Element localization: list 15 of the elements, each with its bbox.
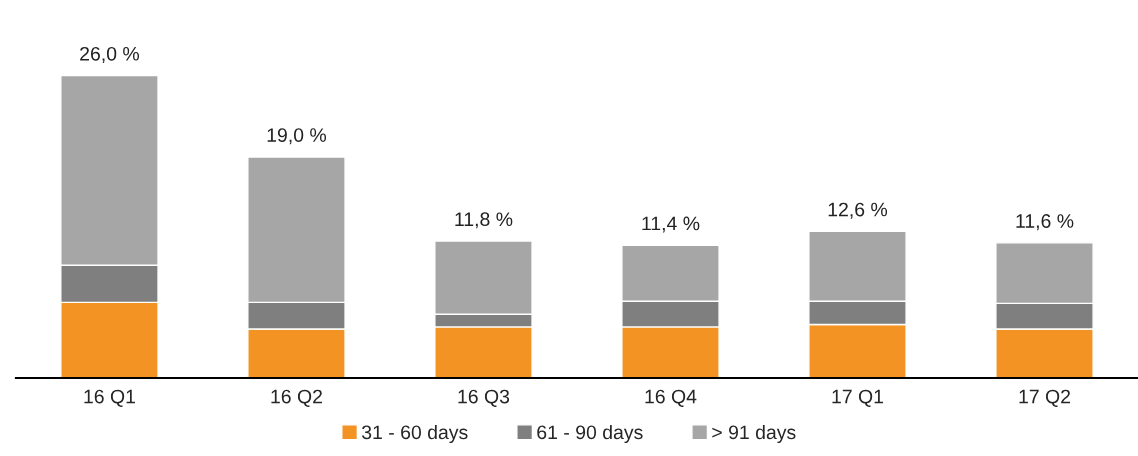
x-tick-label: 16 Q1	[84, 389, 135, 407]
annotation: 19,0 %	[267, 128, 327, 145]
annotation: 11,6 %	[1016, 214, 1074, 231]
x-tick-label: 16 Q3	[458, 389, 510, 407]
legend-label: 61 - 90 days	[537, 424, 643, 444]
annotation: 12,6 %	[828, 202, 888, 219]
annotation: 26,0 %	[80, 46, 140, 63]
legend-label: > 91 days	[712, 424, 796, 444]
annotation: 11,8 %	[455, 212, 513, 229]
x-tick-label: 17 Q1	[832, 389, 884, 407]
x-tick-label: 16 Q2	[271, 389, 322, 407]
x-tick-label: 17 Q2	[1019, 389, 1070, 407]
x-tick-label: 16 Q4	[645, 389, 697, 407]
legend-label: 31 - 60 days	[361, 424, 468, 444]
annotation: 11,4 %	[642, 216, 700, 233]
